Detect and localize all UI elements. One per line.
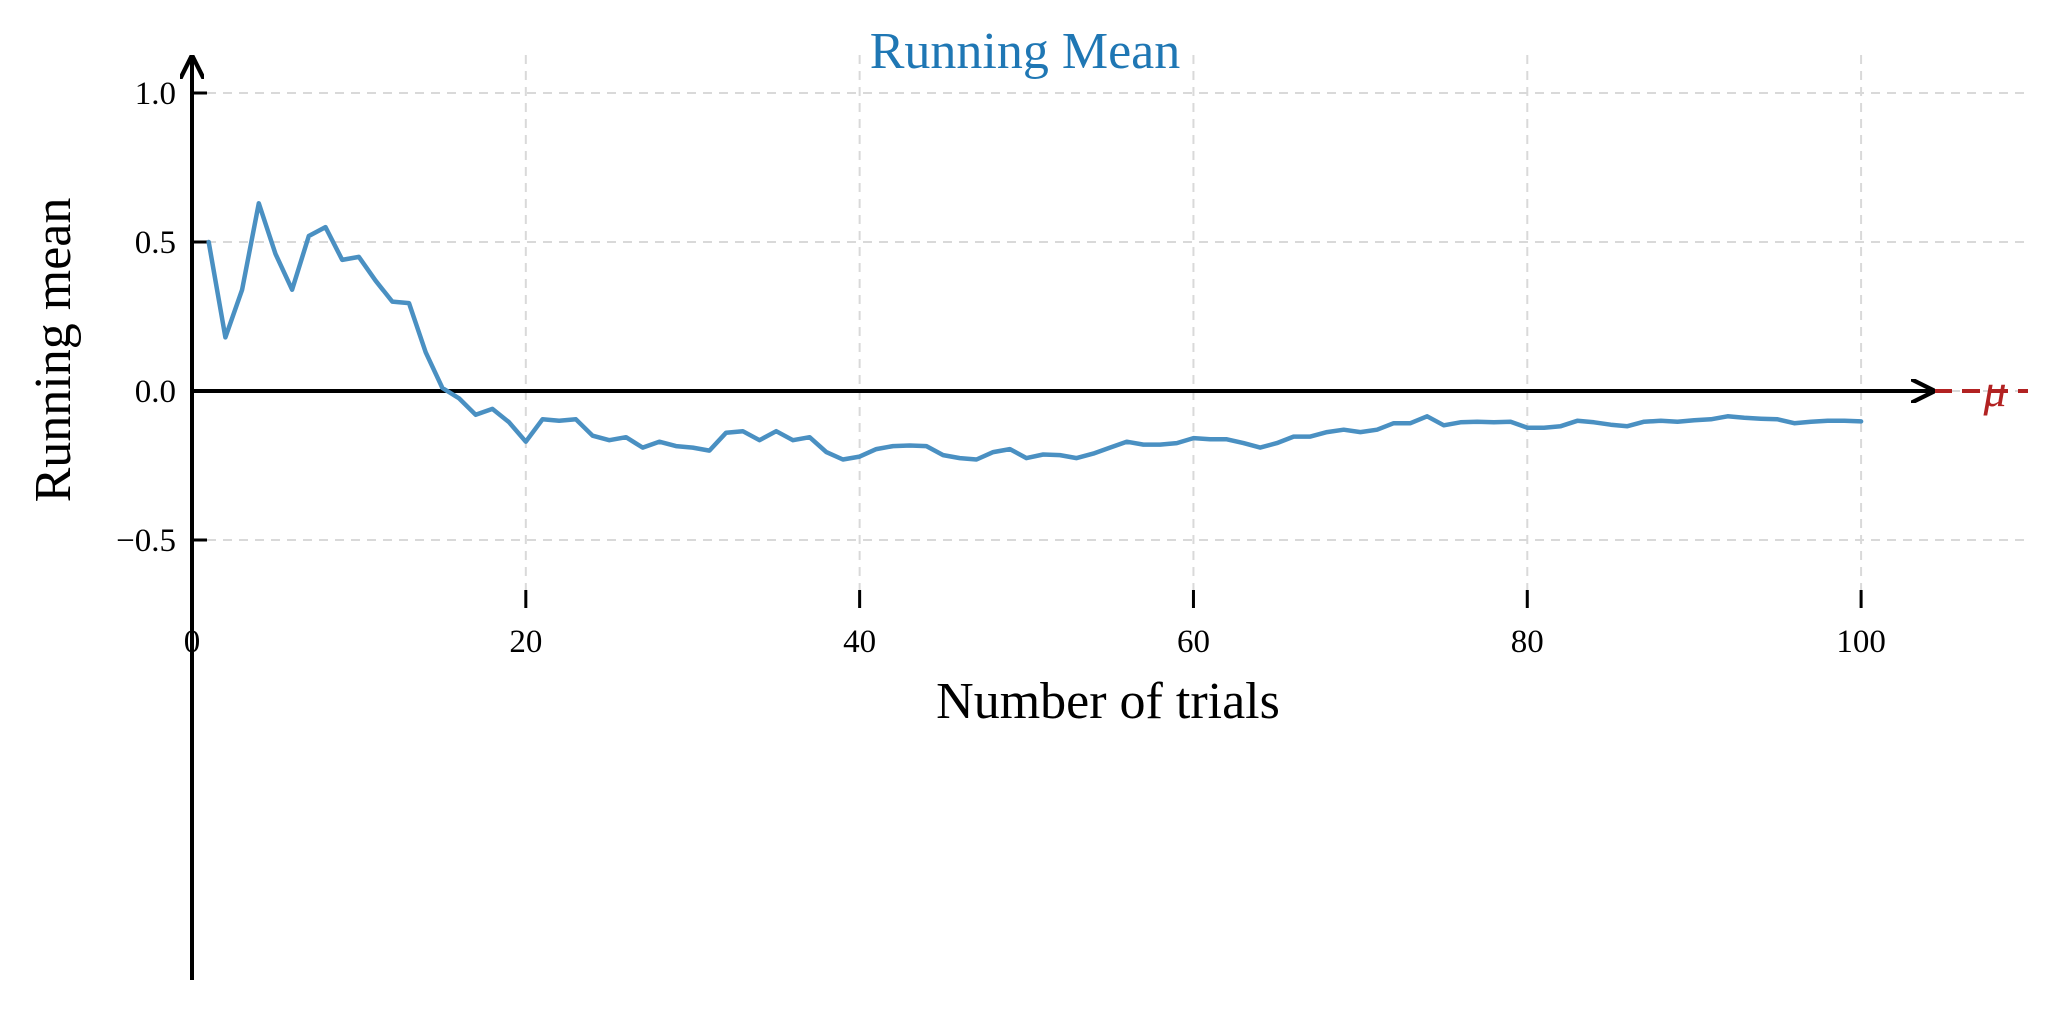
x-axis-label: Number of trials bbox=[936, 673, 1280, 730]
x-tick-label: 0 bbox=[184, 624, 201, 660]
x-tick-label: 80 bbox=[1511, 624, 1544, 660]
grid-lines bbox=[207, 55, 2028, 600]
tick-marks: 0 20 40 60 80 100 −0.5 0.0 0.5 1.0 bbox=[116, 76, 1886, 660]
y-tick-label: 1.0 bbox=[135, 76, 176, 112]
series-line-running-mean bbox=[206, 201, 1864, 462]
x-tick-label: 40 bbox=[843, 624, 876, 660]
x-tick-label: 60 bbox=[1177, 624, 1210, 660]
axes bbox=[192, 60, 1930, 980]
y-axis-label: Running mean bbox=[25, 198, 82, 503]
y-tick-label: 0.5 bbox=[135, 225, 176, 261]
series-group bbox=[206, 201, 1864, 462]
x-tick-label: 100 bbox=[1836, 624, 1886, 660]
y-tick-label: −0.5 bbox=[116, 523, 176, 559]
reference-mu-label: μ bbox=[1982, 365, 2006, 416]
chart-title: Running Mean bbox=[870, 23, 1181, 80]
x-tick-label: 20 bbox=[509, 624, 542, 660]
y-tick-label: 0.0 bbox=[135, 374, 176, 410]
